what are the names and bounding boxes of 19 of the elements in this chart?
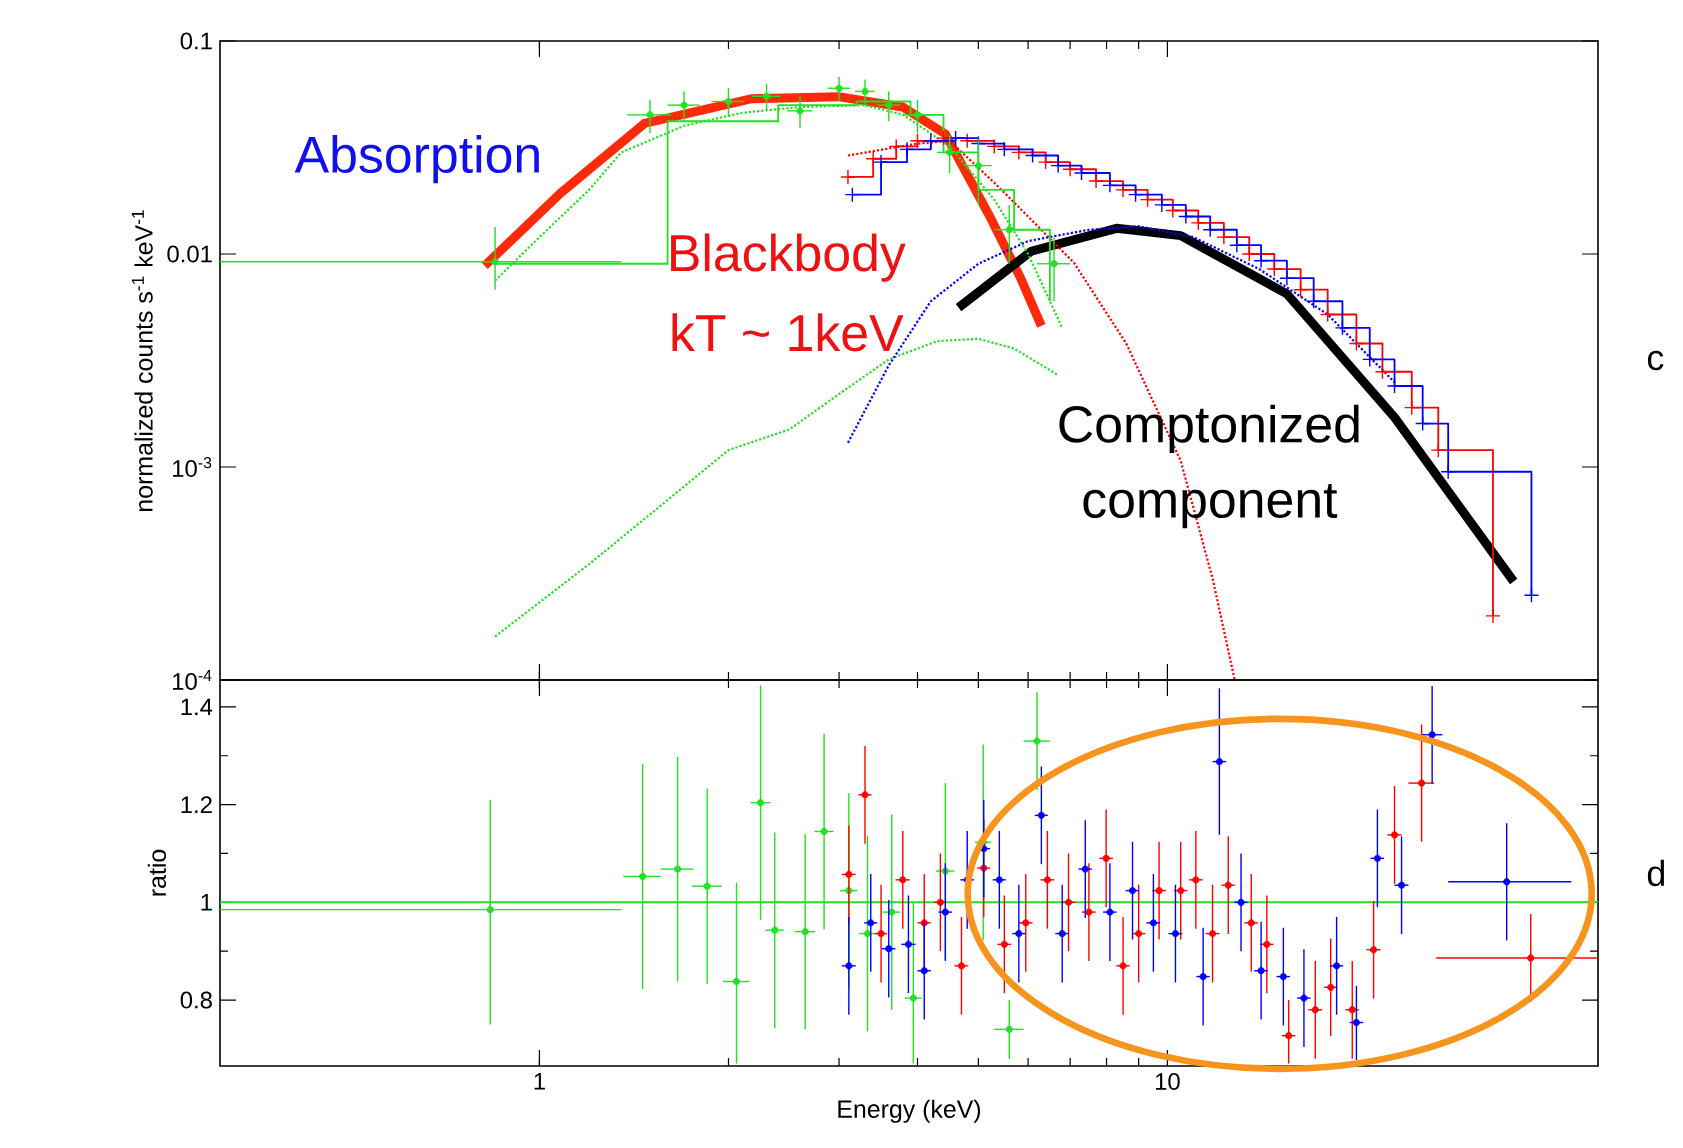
- annotation: Comptonized: [1059, 404, 1359, 454]
- y-tick-label: 10$^{-3}$: [173, 456, 212, 478]
- text: d: [1647, 859, 1665, 887]
- y-tick-label: 0.8: [180, 991, 212, 1009]
- annotation: kT ~ 1keV: [672, 313, 904, 352]
- text: c: [1647, 350, 1664, 371]
- annotation: Blackbody: [671, 233, 906, 282]
- annotation: component: [1083, 484, 1338, 529]
- y-tick-label: 1.4: [181, 698, 213, 716]
- y-axis-title: ratio: [147, 849, 167, 896]
- y-tick-label: 1: [201, 894, 212, 911]
- y-axis-title: normalized counts s$^{-1}$ keV$^{-1}$: [131, 210, 153, 512]
- y-tick-label: 10$^{-4}$: [173, 670, 212, 690]
- x-axis-title: Energy (keV): [838, 1099, 981, 1123]
- y-tick-label: 1.2: [181, 796, 212, 813]
- y-tick-label: 0.01: [167, 245, 212, 263]
- y-tick-label: 0.1: [180, 32, 212, 50]
- x-tick-label: 10: [1155, 1073, 1180, 1090]
- annotation: Absorption: [294, 135, 539, 184]
